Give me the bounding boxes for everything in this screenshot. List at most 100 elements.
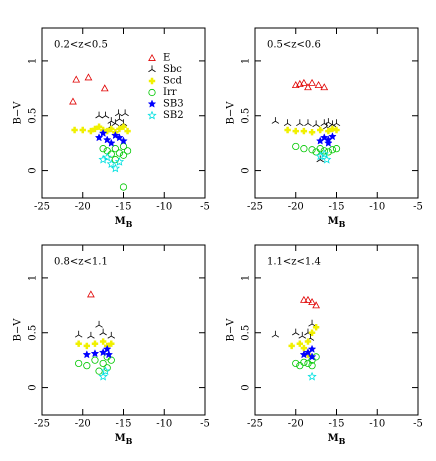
x-axis-label: MB [328, 216, 346, 230]
x-tick-label: -15 [115, 419, 131, 430]
x-axis-label-sub: B [339, 436, 346, 446]
point [103, 364, 111, 372]
legend-marker [148, 53, 156, 61]
point [300, 295, 308, 303]
x-tick-label: -10 [369, 419, 385, 430]
legend-marker [147, 99, 157, 108]
point [119, 136, 128, 145]
point [119, 183, 128, 191]
point [91, 125, 99, 133]
x-tick-label: -25 [34, 202, 50, 213]
point [98, 128, 108, 137]
x-axis-label: MB [328, 433, 346, 447]
y-tick-label: 0 [241, 167, 252, 173]
x-axis-label-sub: B [126, 436, 133, 446]
point [328, 132, 337, 141]
plot-frame [254, 244, 419, 416]
panel: -25 -20 -15 -10 -5 0 0.5 1 0.5<z<0.6 MB B−V [226, 27, 423, 230]
point [99, 359, 107, 368]
point [124, 127, 131, 135]
point [83, 342, 91, 350]
y-tick-label: 1 [28, 275, 39, 281]
x-axis-label: MB [115, 433, 133, 447]
point [69, 97, 77, 105]
point [304, 295, 312, 303]
x-tick-label: -25 [247, 419, 263, 430]
point [75, 359, 83, 368]
plot-frame [41, 244, 206, 416]
y-tick-label: 1 [241, 275, 252, 281]
legend-label: SB2 [163, 110, 184, 121]
point [300, 127, 308, 135]
point [108, 340, 115, 347]
point [328, 146, 337, 154]
x-axis-label-main: M [328, 216, 339, 227]
legend-marker [148, 65, 156, 73]
y-tick-label: 0.5 [28, 108, 39, 124]
point [283, 119, 292, 126]
point [332, 119, 341, 126]
point [110, 163, 120, 173]
legend-label: Scd [163, 76, 182, 87]
point [316, 155, 324, 163]
point [288, 342, 295, 350]
legend-label: E [163, 53, 170, 64]
point [100, 84, 109, 92]
point [107, 356, 115, 364]
point [324, 118, 333, 125]
point [300, 145, 308, 153]
point [120, 123, 127, 130]
legend-label: Irr [163, 87, 177, 98]
y-axis-label: B−V [13, 318, 24, 342]
point [312, 120, 320, 128]
point [116, 125, 123, 133]
point [320, 147, 328, 155]
point [107, 150, 115, 158]
point [98, 154, 108, 164]
point [307, 371, 317, 381]
point [123, 147, 132, 155]
x-tick-label: -5 [200, 202, 210, 213]
point [320, 83, 329, 91]
point [292, 328, 300, 336]
point [107, 117, 116, 124]
plot-frame [254, 27, 419, 199]
point [102, 135, 112, 144]
y-tick-label: 1 [28, 58, 39, 64]
point [115, 114, 124, 122]
point [72, 75, 81, 83]
point [108, 125, 115, 133]
point [75, 340, 82, 347]
point [315, 151, 325, 161]
point [317, 126, 324, 134]
y-tick-label: 0 [241, 384, 252, 390]
point [91, 340, 99, 347]
point [91, 356, 99, 364]
point [308, 78, 316, 86]
point [111, 145, 119, 153]
x-tick-label: -20 [288, 419, 304, 430]
point [99, 338, 107, 345]
x-tick-label: -5 [413, 419, 423, 430]
x-tick-label: -15 [328, 419, 344, 430]
y-axis-label: B−V [226, 101, 237, 125]
x-tick-label: -10 [156, 419, 172, 430]
point [94, 133, 104, 142]
point [87, 127, 95, 135]
x-tick-label: -15 [328, 202, 344, 213]
point [79, 126, 86, 134]
x-axis-label-main: M [115, 216, 126, 227]
point [95, 111, 103, 119]
panel-label: 0.2<z<0.5 [54, 40, 108, 51]
point [328, 120, 337, 128]
legend-label: SB3 [163, 99, 184, 110]
x-axis-label-sub: B [339, 219, 346, 229]
x-axis-label-main: M [328, 433, 339, 444]
point [314, 81, 323, 88]
point [319, 149, 329, 159]
point [304, 83, 312, 91]
point [308, 298, 316, 305]
point [107, 331, 116, 339]
point [300, 78, 308, 86]
